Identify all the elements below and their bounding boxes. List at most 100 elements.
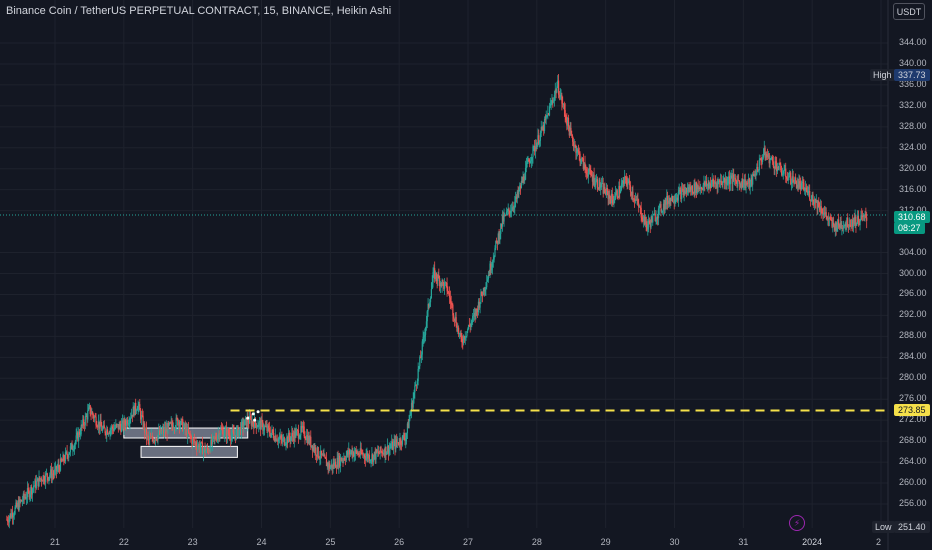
- candle-body: [88, 405, 91, 408]
- candle-body: [503, 215, 505, 222]
- candle-body: [392, 443, 394, 450]
- price-tick-label: 320.00: [899, 162, 927, 173]
- candle-body: [366, 453, 368, 457]
- candle-body: [24, 497, 26, 499]
- candle-body: [203, 446, 205, 450]
- candle-body: [708, 182, 710, 188]
- candle-body: [331, 464, 333, 469]
- candle-body: [792, 176, 794, 183]
- chart-title: Binance Coin / TetherUS PERPETUAL CONTRA…: [6, 5, 392, 17]
- candle-body: [365, 456, 367, 460]
- candle-body: [574, 145, 576, 147]
- candle-body: [111, 426, 114, 429]
- candle-body: [279, 435, 281, 439]
- candle-body: [827, 218, 829, 220]
- candle-body: [401, 435, 404, 445]
- candle-body: [327, 462, 329, 468]
- candle-body: [153, 440, 155, 443]
- candle-body: [71, 443, 73, 450]
- candle-body: [325, 458, 328, 467]
- candle-body: [741, 178, 743, 188]
- candle-body: [718, 180, 720, 182]
- candle-body: [314, 447, 316, 451]
- candle-body: [182, 426, 185, 432]
- candle-body: [603, 186, 605, 194]
- candle-body: [249, 416, 251, 424]
- candle-body: [648, 220, 651, 223]
- candle-body: [542, 125, 544, 131]
- candle-body: [158, 430, 160, 435]
- candle-body: [573, 145, 575, 147]
- candle-body: [695, 182, 698, 193]
- candle-body: [297, 430, 299, 439]
- candle-body: [664, 199, 666, 210]
- candle-body: [268, 427, 271, 434]
- candle-body: [670, 198, 672, 201]
- candle-body: [420, 356, 422, 359]
- candle-body: [21, 500, 23, 502]
- candle-body: [510, 211, 512, 214]
- candle-body: [638, 203, 640, 208]
- candle-body: [483, 287, 485, 292]
- candle-body: [830, 219, 832, 220]
- candle-body: [732, 174, 734, 184]
- candle-body: [68, 454, 70, 458]
- candle-body: [164, 428, 167, 432]
- candle-body: [781, 170, 783, 175]
- candle-body: [96, 425, 98, 427]
- candle-body: [480, 291, 482, 303]
- candle-body: [121, 423, 123, 432]
- candle-body: [802, 182, 804, 184]
- candle-body: [409, 415, 411, 420]
- candle-body: [639, 206, 641, 208]
- candle-body: [286, 436, 288, 444]
- candle-body: [495, 240, 497, 249]
- candle-body: [738, 180, 740, 182]
- candle-body: [854, 216, 856, 225]
- candle-body: [446, 283, 448, 292]
- candle-body: [497, 233, 499, 244]
- candle-body: [474, 313, 476, 317]
- candle-body: [575, 145, 577, 154]
- candle-body: [177, 418, 179, 426]
- candle-body: [705, 181, 708, 187]
- price-tick-label: 288.00: [899, 330, 927, 341]
- candle-body: [176, 417, 178, 419]
- candle-body: [343, 458, 345, 461]
- candle-body: [572, 141, 575, 147]
- candle-body: [623, 180, 625, 184]
- candle-body: [273, 438, 276, 441]
- candle-body: [772, 161, 774, 167]
- price-tick-label: 260.00: [899, 477, 927, 488]
- candle-body: [108, 433, 110, 435]
- candle-body: [11, 512, 14, 518]
- candle-body: [521, 180, 523, 183]
- candle-body: [79, 434, 81, 436]
- candle-body: [610, 193, 613, 204]
- candle-body: [562, 103, 564, 105]
- candle-body: [345, 455, 347, 461]
- candle-body: [255, 423, 257, 428]
- candle-body: [172, 425, 174, 430]
- candle-body: [344, 458, 346, 460]
- candle-body: [463, 336, 466, 340]
- lightning-icon[interactable]: ⚡: [789, 515, 805, 531]
- candle-body: [311, 445, 314, 451]
- candle-body: [173, 428, 176, 430]
- candle-body: [93, 416, 95, 419]
- candle-body: [53, 473, 55, 475]
- currency-button[interactable]: USDT: [893, 3, 925, 20]
- candle-body: [111, 426, 113, 430]
- candle-body: [733, 174, 735, 179]
- candle-body: [163, 428, 165, 434]
- candle-body: [440, 282, 442, 287]
- candle-body: [130, 417, 132, 420]
- candle-body: [466, 331, 468, 337]
- candle-body: [549, 104, 551, 107]
- candle-body: [724, 178, 727, 183]
- candle-body: [686, 188, 688, 193]
- candle-body: [217, 433, 219, 437]
- candle-body: [83, 419, 85, 425]
- candle-body: [335, 467, 337, 469]
